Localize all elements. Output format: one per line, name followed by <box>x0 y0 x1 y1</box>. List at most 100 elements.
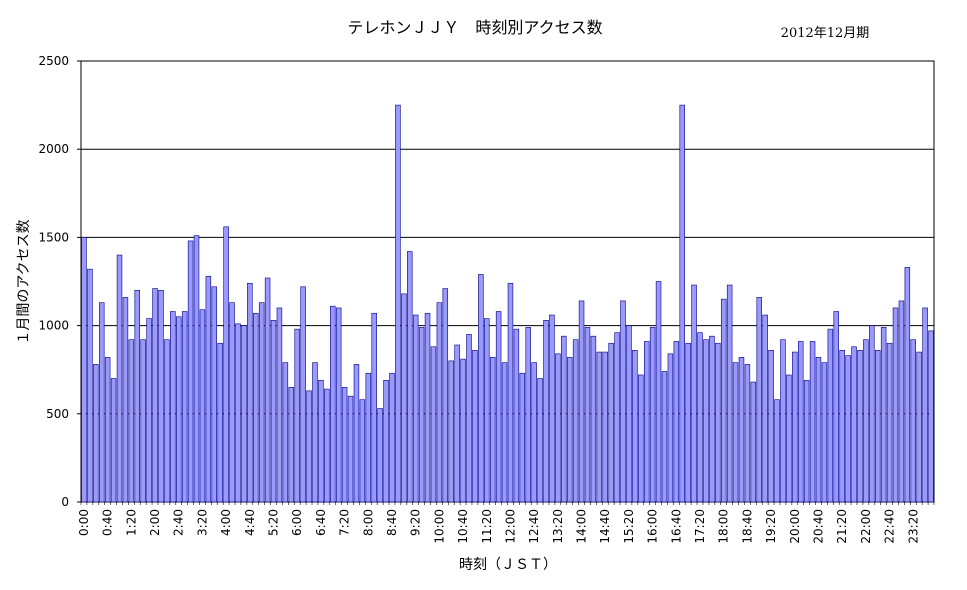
x-tick-label: 8:00 <box>361 509 375 536</box>
bar <box>643 341 650 503</box>
x-tick-label: 0:00 <box>77 509 91 536</box>
bar <box>253 312 259 503</box>
x-tick-label: 20:40 <box>811 509 825 544</box>
bar <box>839 349 845 503</box>
x-axis-title: 時刻（ＪＳＴ） <box>459 557 557 573</box>
bar <box>602 351 608 503</box>
x-tick-label: 0:40 <box>101 509 115 536</box>
x-tick-label: 9:20 <box>409 509 423 536</box>
bar <box>341 387 348 503</box>
bar <box>217 342 223 503</box>
x-tick-label: 17:20 <box>693 509 707 544</box>
bar <box>223 226 229 503</box>
bar <box>519 372 526 503</box>
x-tick-label: 18:40 <box>740 509 754 544</box>
bar <box>176 316 182 503</box>
x-tick-label: 22:00 <box>859 509 873 544</box>
bar <box>797 341 804 503</box>
bar <box>152 288 158 503</box>
bar <box>247 282 253 503</box>
bar <box>347 395 354 503</box>
bar <box>389 372 395 503</box>
bar <box>898 300 905 503</box>
chart-title: テレホンＪＪＹ 時刻別アクセス数 <box>347 18 602 37</box>
bar <box>104 357 111 503</box>
bar <box>655 281 662 503</box>
x-tick-label: 3:20 <box>195 509 209 536</box>
bar <box>407 251 413 503</box>
bar <box>270 320 277 503</box>
bar <box>365 372 372 503</box>
bar <box>572 339 579 503</box>
bar <box>436 302 443 503</box>
bar <box>110 378 117 503</box>
bar <box>649 327 656 503</box>
bar <box>549 314 555 503</box>
y-tick-label: 500 <box>46 407 69 421</box>
bar <box>401 293 407 503</box>
bar <box>638 374 644 503</box>
x-tick-label: 1:20 <box>124 509 138 536</box>
bar <box>282 362 289 503</box>
bar <box>596 351 603 503</box>
bar <box>454 344 460 503</box>
bar <box>857 349 863 503</box>
bar <box>353 364 360 503</box>
bar <box>495 311 502 503</box>
bars <box>81 104 934 503</box>
bar <box>335 307 342 503</box>
x-tick-label: 18:00 <box>717 509 731 544</box>
x-tick-label: 16:00 <box>646 509 660 544</box>
bar <box>863 339 869 503</box>
x-tick-label: 12:40 <box>527 509 541 544</box>
bar <box>543 320 549 503</box>
bar <box>418 327 425 503</box>
bar <box>833 311 839 503</box>
bar <box>312 362 318 503</box>
x-tick-label: 12:00 <box>503 509 517 544</box>
bar <box>537 378 543 503</box>
y-axis-title: １月間のアクセス数 <box>16 219 32 344</box>
x-tick-label: 16:40 <box>669 509 683 544</box>
bar <box>489 357 496 503</box>
bar <box>620 300 626 503</box>
bar <box>827 328 834 503</box>
x-tick-label: 14:40 <box>598 509 612 544</box>
x-tick-label: 10:40 <box>456 509 470 544</box>
bar <box>910 339 917 503</box>
bar <box>199 309 206 503</box>
bar <box>87 268 93 503</box>
bar <box>780 339 786 503</box>
bar <box>371 312 377 503</box>
bar <box>697 332 703 503</box>
bar <box>762 314 768 503</box>
bar <box>892 307 899 503</box>
bar <box>750 381 757 503</box>
bar <box>507 282 514 503</box>
y-tick-label: 1000 <box>38 319 69 333</box>
bar <box>93 364 99 503</box>
period-label: 2012年12月期 <box>781 26 870 41</box>
bar <box>614 332 620 503</box>
bar <box>928 330 934 503</box>
y-tick-label: 2000 <box>38 142 69 156</box>
bar <box>164 339 170 503</box>
plot-area <box>80 60 935 503</box>
bar <box>715 342 721 503</box>
bar <box>608 342 614 503</box>
x-tick-label: 8:40 <box>385 509 399 536</box>
bar <box>732 362 739 503</box>
x-tick-label: 4:00 <box>219 509 233 536</box>
bar <box>709 335 715 503</box>
bar <box>412 314 419 503</box>
bar <box>442 288 449 503</box>
bar <box>774 399 780 503</box>
x-tick-label: 13:20 <box>551 509 565 544</box>
bar <box>211 286 218 503</box>
bar <box>116 254 123 503</box>
bar <box>460 358 466 503</box>
bar <box>122 297 129 503</box>
x-tick-label: 14:00 <box>575 509 589 544</box>
bar <box>205 275 212 503</box>
